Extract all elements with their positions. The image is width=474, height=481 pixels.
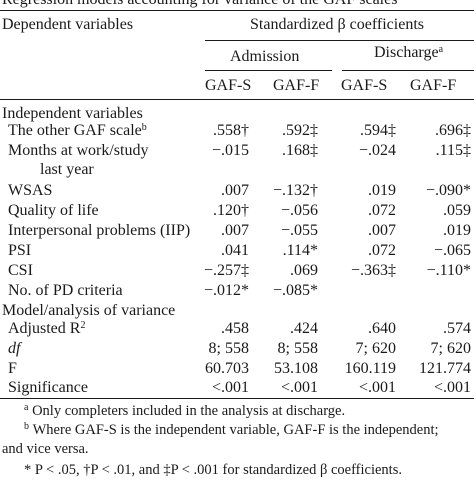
table-cell: .168‡ <box>282 142 318 159</box>
table-cell: .594‡ <box>360 122 396 139</box>
model-row-label: Significance <box>8 379 88 396</box>
table-cell: .424 <box>290 320 318 337</box>
footnote-b-cont: and vice versa. <box>2 441 89 457</box>
row-label: Months at work/study <box>8 142 149 159</box>
table-cell: 7; 620 <box>430 340 471 357</box>
table-cell: .114* <box>282 242 318 259</box>
row-label: WSAS <box>8 182 53 199</box>
row-label: Quality of life <box>8 202 99 219</box>
table-cell: 60.703 <box>205 360 249 377</box>
table-cell: .019 <box>368 182 396 199</box>
section-independent: Independent variables <box>2 105 143 122</box>
table-cell: −.056 <box>280 202 318 219</box>
model-row-label: F <box>8 360 17 377</box>
table-caption-cut: Regression models accounting for varianc… <box>2 0 397 9</box>
table-cell: <.001 <box>211 379 249 396</box>
table-cell: −.085* <box>272 282 318 299</box>
table-cell: −.055 <box>280 222 318 239</box>
row-label: No. of PD criteria <box>8 282 123 299</box>
top-rule <box>0 10 474 11</box>
table-cell: −.257‡ <box>203 262 249 279</box>
table-cell: .007 <box>221 182 249 199</box>
table-cell: −.132† <box>272 182 318 199</box>
table-cell: .120† <box>213 202 249 219</box>
table-cell: .072 <box>368 202 396 219</box>
col-header-4: GAF-F <box>410 77 457 94</box>
row-label: Interpersonal problems (IIP) <box>8 222 191 239</box>
table-cell: −.090* <box>425 182 471 199</box>
row-label: The other GAF scaleb <box>8 122 147 139</box>
table-cell: .696‡ <box>435 122 471 139</box>
table-cell: 160.119 <box>344 360 396 377</box>
header-dependent: Dependent variables <box>2 16 134 33</box>
table-cell: .007 <box>368 222 396 239</box>
table-cell: −.015 <box>211 142 249 159</box>
table-cell: 7; 620 <box>355 340 396 357</box>
table-cell: .115‡ <box>435 142 471 159</box>
header-group: Standardized β coefficients <box>250 16 424 33</box>
table-cell: −.110* <box>426 262 471 279</box>
table-cell: <.001 <box>280 379 318 396</box>
header-discharge: Dischargea <box>374 44 444 61</box>
row-label: PSI <box>8 242 32 259</box>
group-rule <box>205 40 474 41</box>
table-cell: 53.108 <box>274 360 318 377</box>
footnote-a: a Only completers included in the analys… <box>24 402 346 420</box>
col-header-1: GAF-S <box>205 77 252 94</box>
table-cell: −.024 <box>358 142 396 159</box>
table-cell: .458 <box>221 320 249 337</box>
admission-rule <box>205 70 332 71</box>
table-cell: −.065 <box>433 242 471 259</box>
col-header-3: GAF-S <box>341 77 388 94</box>
table-cell: 8; 558 <box>208 340 249 357</box>
discharge-rule <box>342 70 474 71</box>
table-cell: −.363‡ <box>350 262 396 279</box>
table-cell: .069 <box>290 262 318 279</box>
footnote-significance: * P < .05, †P < .01, and ‡P < .001 for s… <box>24 462 402 478</box>
table-cell: <.001 <box>358 379 396 396</box>
table-cell: .072 <box>368 242 396 259</box>
table-cell: .059 <box>443 202 471 219</box>
table-cell: .019 <box>443 222 471 239</box>
section-model: Model/analysis of variance <box>2 302 176 319</box>
footnote-b: b Where GAF-S is the independent variabl… <box>24 421 439 439</box>
table-cell: <.001 <box>433 379 471 396</box>
table-cell: .007 <box>221 222 249 239</box>
bottom-rule <box>0 398 474 399</box>
table-cell: .640 <box>368 320 396 337</box>
model-row-label: df <box>8 340 21 357</box>
model-row-label: Adjusted R2 <box>8 320 86 337</box>
table-cell: .592‡ <box>282 122 318 139</box>
row-label: CSI <box>8 262 33 279</box>
row-label-cont: last year <box>40 161 94 178</box>
table-cell: −.012* <box>203 282 249 299</box>
table-cell: 121.774 <box>419 360 471 377</box>
table-cell: .041 <box>221 242 249 259</box>
table-cell: 8; 558 <box>277 340 318 357</box>
header-rule <box>0 99 474 100</box>
col-header-2: GAF-F <box>273 77 320 94</box>
header-admission: Admission <box>230 48 300 65</box>
table-cell: .574 <box>443 320 471 337</box>
table-cell: .558† <box>213 122 249 139</box>
